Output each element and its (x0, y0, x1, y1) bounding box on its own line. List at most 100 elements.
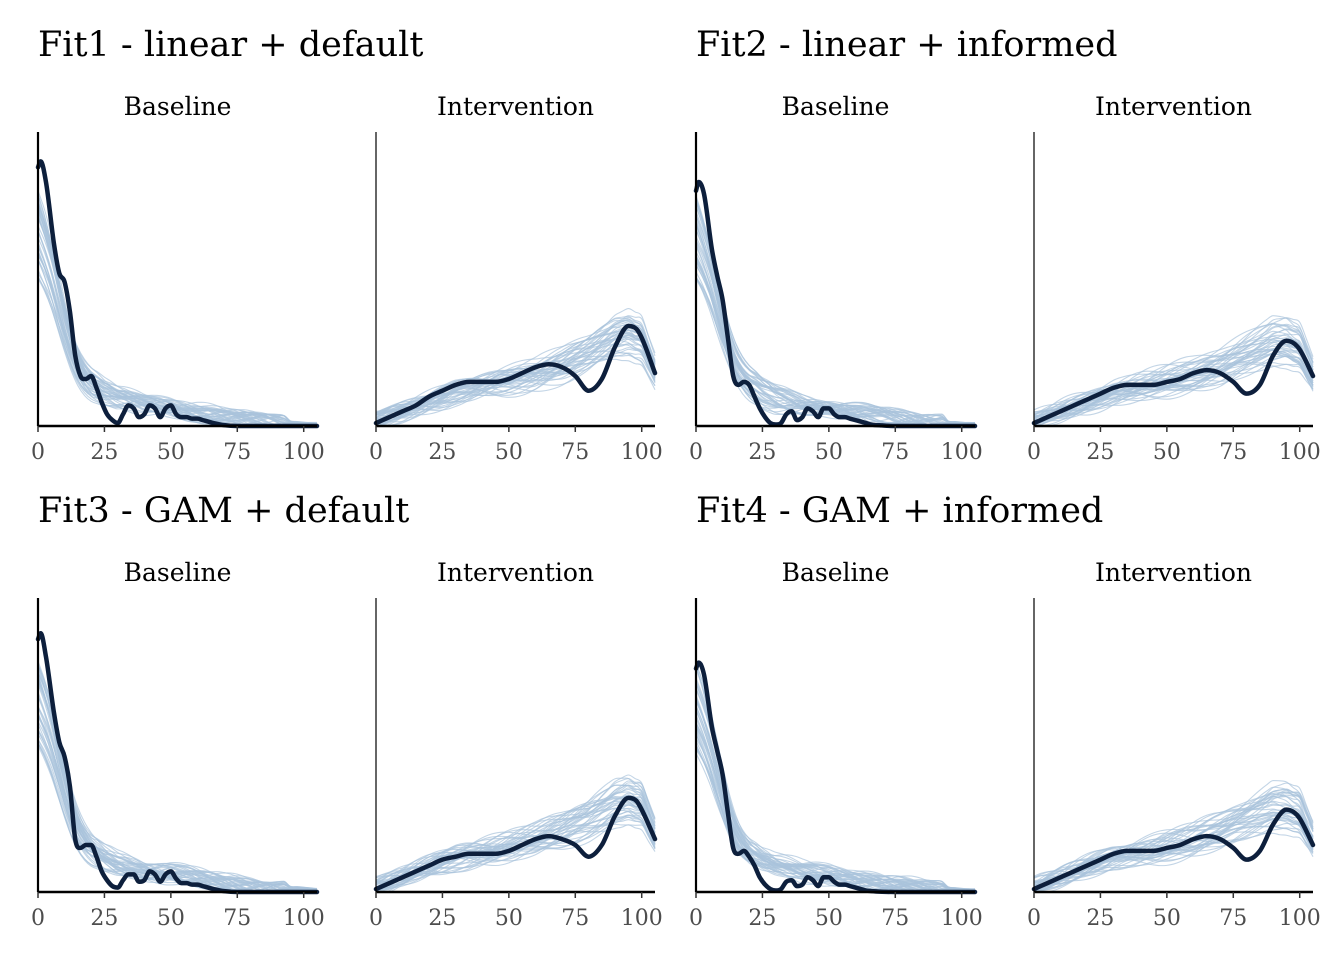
x-tick-label: 25 (90, 440, 118, 465)
replicate-line (37, 231, 318, 427)
fit-block-2: Fit2 - linear + informed Baseline 0 25 50 75 1… (689, 25, 1321, 465)
replicate-line (37, 225, 318, 426)
replicate-line (695, 677, 976, 893)
replicate-line (37, 216, 318, 427)
replicate-line (375, 816, 656, 887)
replicate-line (37, 663, 318, 893)
replicate-lines (37, 660, 318, 893)
panel-intervention: Intervention 0 25 50 75 100 (369, 558, 663, 931)
x-tick-label: 25 (1086, 440, 1114, 465)
replicate-lines (695, 195, 976, 427)
replicate-line (695, 200, 976, 427)
x-tick-label: 25 (428, 440, 456, 465)
replicate-line (37, 682, 318, 893)
replicate-lines (1033, 779, 1314, 893)
replicate-line (37, 202, 318, 427)
replicate-line (37, 190, 318, 427)
replicate-line (375, 824, 656, 893)
replicate-line (37, 193, 317, 427)
replicate-line (375, 804, 656, 882)
replicate-line (695, 222, 975, 427)
replicate-line (695, 260, 976, 427)
x-tick-label: 75 (223, 440, 251, 465)
replicate-line (37, 251, 318, 427)
replicate-line (1033, 791, 1314, 888)
replicate-line (37, 201, 317, 427)
x-tick-label: 0 (369, 906, 383, 931)
replicate-line (695, 255, 976, 427)
replicate-line (695, 258, 976, 426)
x-tick-label: 75 (561, 440, 589, 465)
fit-title: Fit1 - linear + default (38, 25, 423, 65)
panel-baseline: Baseline 0 25 50 75 100 (31, 558, 325, 931)
replicate-line (1033, 315, 1314, 411)
replicate-line (695, 224, 976, 427)
x-tick-label: 100 (941, 906, 983, 931)
replicate-line (37, 695, 318, 892)
replicate-line (37, 672, 318, 892)
replicate-line (37, 217, 318, 427)
observed-line (373, 795, 658, 892)
replicate-line (695, 239, 976, 427)
replicate-line (37, 207, 317, 427)
replicate-line (1033, 786, 1314, 877)
replicate-line (695, 714, 976, 893)
replicate-line (375, 317, 656, 419)
replicate-lines (37, 190, 318, 427)
observed-line (693, 179, 978, 429)
replicate-line (37, 683, 318, 893)
replicate-line (375, 352, 656, 416)
replicate-line (37, 245, 317, 427)
replicate-line (37, 241, 317, 427)
x-tick-label: 25 (748, 440, 776, 465)
replicate-line (37, 672, 318, 892)
x-tick-label: 100 (621, 440, 663, 465)
replicate-line (695, 667, 975, 893)
replicate-line (37, 680, 318, 893)
x-tick-label: 0 (689, 906, 703, 931)
x-tick-label: 100 (941, 440, 983, 465)
replicate-line (695, 229, 976, 426)
x-tick-label: 25 (748, 906, 776, 931)
replicate-line (695, 256, 975, 427)
replicate-line (375, 308, 656, 418)
replicate-line (695, 205, 976, 427)
replicate-line (37, 679, 318, 893)
strip-label: Intervention (1095, 558, 1252, 587)
panel-baseline: Baseline 0 25 50 75 100 (689, 92, 983, 465)
replicate-line (1033, 317, 1314, 422)
observed-line (373, 323, 658, 426)
x-tick-label: 0 (1027, 906, 1041, 931)
replicate-line (695, 663, 976, 893)
replicate-line (695, 698, 976, 893)
x-tick-label: 50 (1153, 906, 1181, 931)
replicate-line (37, 251, 317, 427)
replicate-line (695, 259, 976, 427)
replicate-line (695, 229, 976, 427)
strip-label: Intervention (437, 92, 594, 121)
replicate-line (695, 256, 976, 427)
replicate-line (37, 729, 318, 893)
replicate-line (37, 208, 318, 427)
replicate-line (37, 215, 318, 427)
x-tick-label: 75 (1219, 906, 1247, 931)
x-tick-label: 100 (621, 906, 663, 931)
replicate-line (695, 683, 976, 893)
x-tick-label: 75 (1219, 440, 1247, 465)
replicate-line (37, 199, 318, 427)
panel-intervention: Intervention 0 25 50 75 100 (1027, 558, 1321, 931)
replicate-line (695, 200, 976, 427)
x-tick-label: 0 (689, 440, 703, 465)
fit-title: Fit4 - GAM + informed (696, 491, 1103, 531)
replicate-line (695, 241, 976, 427)
replicate-line (37, 691, 317, 893)
replicate-line (695, 694, 975, 893)
replicate-line (376, 343, 656, 419)
replicate-line (695, 201, 976, 427)
replicate-line (695, 667, 976, 893)
replicate-lines (1033, 315, 1314, 427)
replicate-line (695, 705, 976, 893)
replicate-line (695, 202, 976, 427)
replicate-line (695, 215, 976, 427)
